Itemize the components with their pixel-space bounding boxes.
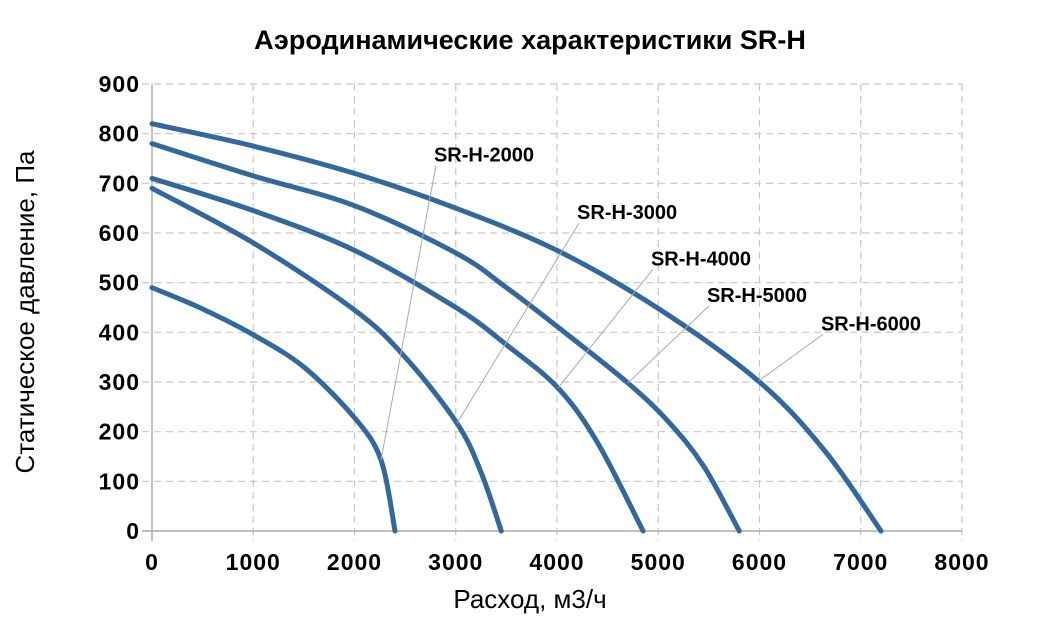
y-tick-label: 0: [126, 518, 140, 544]
series-label-SR-H-3000: SR-H-3000: [577, 202, 677, 224]
x-tick-label: 8000: [934, 549, 989, 575]
curve-SR-H-4000: [149, 175, 646, 534]
curve-SR-H-3000: [149, 185, 504, 534]
curve-layer: [149, 121, 884, 534]
curve-SR-H-6000: [149, 121, 884, 534]
series-label-SR-H-4000: SR-H-4000: [651, 248, 751, 270]
series-label-SR-H-5000: SR-H-5000: [707, 285, 807, 307]
x-tick-label: 2000: [327, 549, 382, 575]
curve-SR-H-2000: [149, 285, 398, 534]
leader-line-SR-H-6000: [758, 333, 824, 382]
chart-title: Аэродинамические характеристики SR-H: [254, 25, 806, 55]
annotation-layer: SR-H-2000 SR-H-3000 SR-H-4000 SR-H-5000 SR-H…: [380, 144, 921, 461]
y-tick-label: 900: [99, 71, 140, 97]
y-tick-label: 100: [99, 468, 140, 494]
curve-SR-H-5000: [149, 141, 742, 534]
leader-line-SR-H-4000: [557, 268, 654, 389]
y-tick-label: 600: [99, 220, 140, 246]
y-tick-label: 300: [99, 369, 140, 395]
y-tick-label: 500: [99, 270, 140, 296]
series-label-SR-H-2000: SR-H-2000: [434, 144, 534, 166]
x-tick-label: 5000: [631, 549, 686, 575]
x-axis-title: Расход, м3/ч: [453, 584, 606, 614]
y-tick-label: 800: [99, 121, 140, 147]
leader-line-SR-H-3000: [456, 222, 580, 424]
y-tick-label: 700: [99, 170, 140, 196]
x-tick-label: 7000: [833, 549, 888, 575]
x-tick-label: 3000: [428, 549, 483, 575]
y-tick-label: 400: [99, 319, 140, 345]
tick-labels-layer: 0 1000 2000 3000 4000 5000 6000 7000 8000 0 100 200…: [99, 71, 989, 575]
leader-line-SR-H-5000: [627, 305, 710, 384]
y-tick-label: 200: [99, 419, 140, 445]
x-tick-label: 4000: [529, 549, 584, 575]
y-axis-title: Статическое давление, Па: [10, 150, 40, 473]
x-tick-label: 0: [145, 549, 159, 575]
x-tick-label: 6000: [732, 549, 787, 575]
grid-layer: [142, 83, 963, 541]
leader-line-SR-H-2000: [380, 165, 437, 461]
series-label-SR-H-6000: SR-H-6000: [821, 313, 921, 335]
x-tick-label: 1000: [226, 549, 281, 575]
